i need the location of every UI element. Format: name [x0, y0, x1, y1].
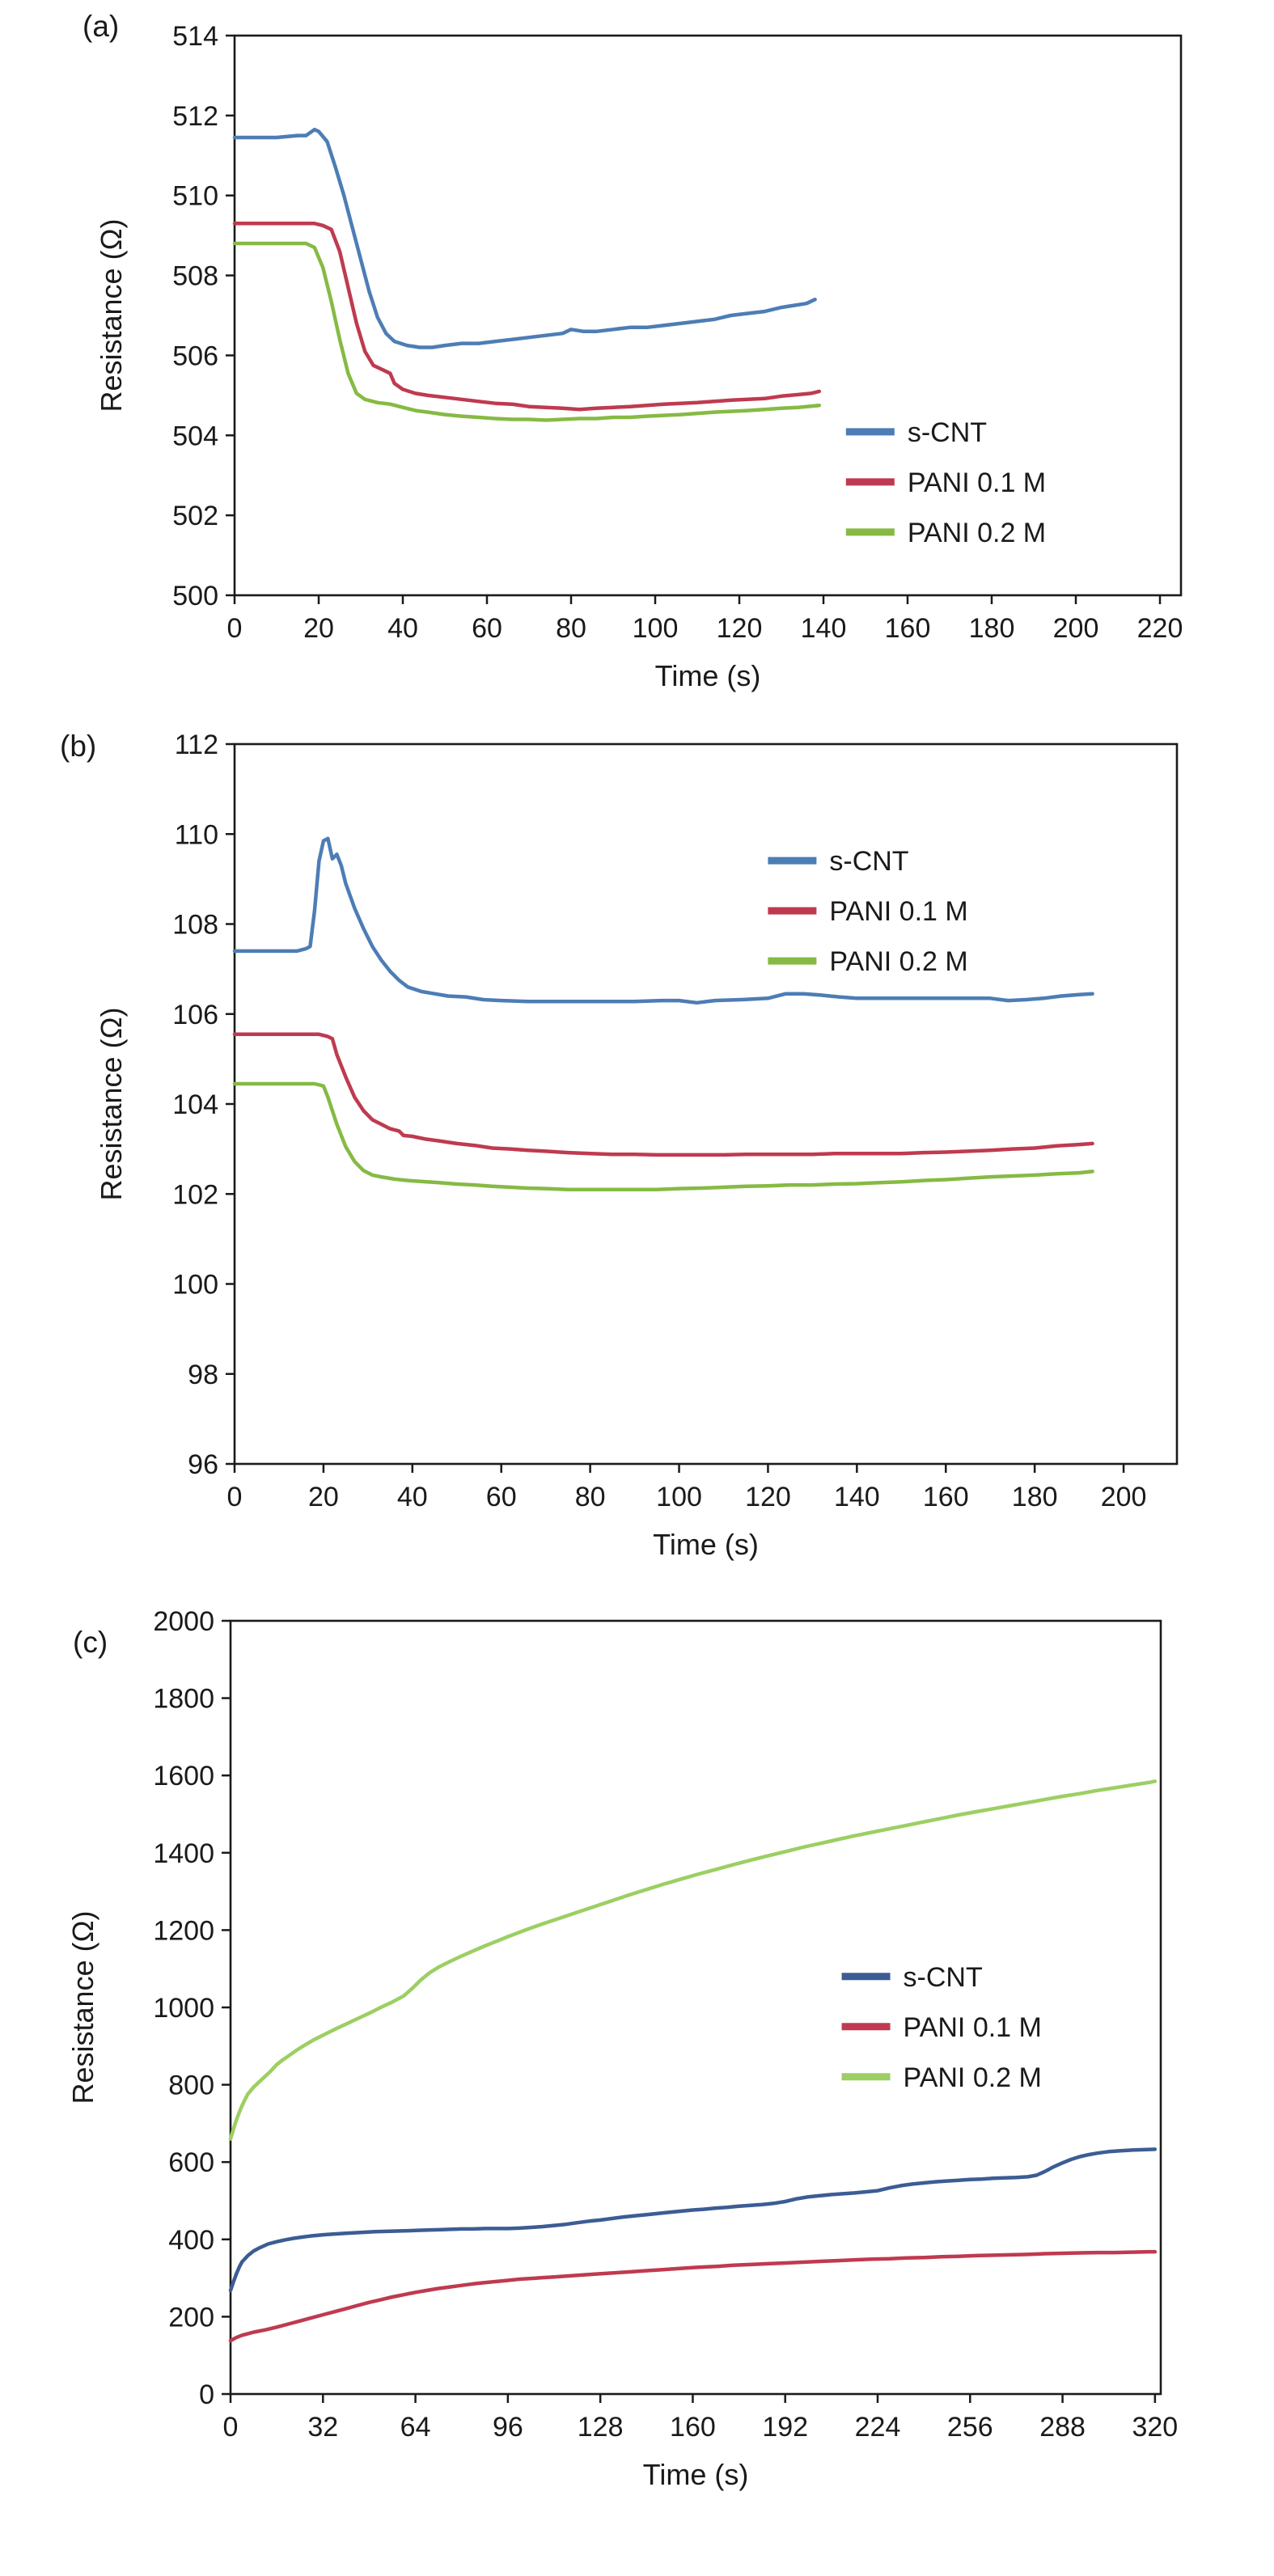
x-tick-label: 100 — [656, 1482, 702, 1512]
y-tick-label: 508 — [172, 261, 218, 292]
series-line-pani-0-2-m — [228, 1779, 1158, 2141]
y-axis-label: Resistance (Ω) — [66, 1911, 99, 2104]
panel-b-chart: 0 20 40 60 80 100 120 140 160 180 200 96 98 100 102 104… — [95, 730, 1179, 1561]
series-line-pani-0-1-m — [228, 2249, 1158, 2343]
x-tick-label: 60 — [486, 1482, 517, 1512]
y-tick-label: 108 — [172, 910, 218, 941]
series-line-s-cnt — [232, 836, 1094, 1005]
plot-border — [233, 742, 1179, 1466]
panel-a: (a) 0 20 40 60 80 100 120 140 160 180 200 220 500 502… — [0, 0, 1274, 712]
x-tick-label: 120 — [717, 613, 763, 644]
y-tick-label: 500 — [172, 581, 218, 611]
legend-label-s-cnt: s-CNT — [829, 846, 908, 877]
x-tick-label: 160 — [885, 613, 931, 644]
panel-c: (c) 0 32 64 96 128 160 192 224 256 288 320 0 200 400 6… — [0, 1585, 1274, 2576]
y-tick-label: 106 — [172, 1000, 218, 1030]
y-tick-label: 600 — [168, 2147, 214, 2178]
y-tick-label: 504 — [172, 421, 218, 451]
series-line-pani-0-1-m — [232, 1032, 1094, 1157]
y-tick-label: 502 — [172, 501, 218, 531]
x-tick-label: 220 — [1137, 613, 1183, 644]
panel-b: (b) 0 20 40 60 80 100 120 140 160 180 200 96 98 100 10… — [0, 712, 1274, 1585]
y-tick-label: 1400 — [153, 1838, 214, 1869]
y-tick-label: 100 — [172, 1270, 218, 1301]
y-tick-label: 400 — [168, 2225, 214, 2256]
y-tick-label: 1600 — [153, 1761, 214, 1791]
x-tick-label: 128 — [578, 2412, 624, 2443]
x-tick-label: 180 — [969, 613, 1015, 644]
y-tick-label: 98 — [188, 1360, 218, 1390]
legend-label-pani-0-2-m: PANI 0.2 M — [904, 2062, 1042, 2093]
legend-label-pani-0-1-m: PANI 0.1 M — [904, 2012, 1042, 2043]
legend-label-s-cnt: s-CNT — [908, 417, 987, 448]
panel-a-chart: 0 20 40 60 80 100 120 140 160 180 200 220 500 502 504 5… — [95, 21, 1183, 692]
y-tick-label: 800 — [168, 2071, 214, 2101]
plot-border — [229, 1619, 1162, 2396]
y-tick-label: 104 — [172, 1089, 218, 1120]
x-tick-label: 80 — [575, 1482, 606, 1512]
y-axis-label: Resistance (Ω) — [95, 1008, 128, 1201]
x-tick-label: 64 — [400, 2412, 431, 2443]
x-tick-label: 80 — [556, 613, 586, 644]
series-line-pani-0-2-m — [232, 241, 822, 422]
legend-label-pani-0-1-m: PANI 0.1 M — [829, 896, 967, 927]
legend-label-pani-0-2-m: PANI 0.2 M — [908, 518, 1046, 548]
x-tick-label: 0 — [223, 2412, 239, 2443]
series-line-pani-0-1-m — [232, 222, 822, 412]
y-axis-label: Resistance (Ω) — [95, 219, 128, 412]
x-tick-label: 320 — [1132, 2412, 1178, 2443]
x-tick-label: 140 — [834, 1482, 880, 1512]
legend-label-pani-0-1-m: PANI 0.1 M — [908, 467, 1046, 498]
y-tick-label: 1800 — [153, 1684, 214, 1715]
series-line-s-cnt — [228, 2147, 1158, 2293]
y-tick-label: 96 — [188, 1449, 218, 1480]
x-tick-label: 40 — [387, 613, 418, 644]
panel-c-letter: (c) — [73, 1626, 108, 1659]
y-tick-label: 2000 — [153, 1606, 214, 1637]
panel-b-letter: (b) — [60, 730, 97, 763]
x-axis-label: Time (s) — [655, 659, 761, 692]
series-line-s-cnt — [232, 127, 817, 349]
y-tick-label: 510 — [172, 181, 218, 212]
panel-c-chart: 0 32 64 96 128 160 192 224 256 288 320 0 200 400 600 80… — [66, 1606, 1178, 2491]
x-tick-label: 120 — [745, 1482, 791, 1512]
y-tick-label: 514 — [172, 21, 218, 52]
x-tick-label: 160 — [670, 2412, 716, 2443]
x-tick-label: 60 — [472, 613, 502, 644]
y-tick-label: 512 — [172, 101, 218, 132]
series-line-pani-0-2-m — [232, 1081, 1094, 1191]
plot-border — [233, 34, 1183, 597]
x-tick-label: 96 — [493, 2412, 523, 2443]
x-axis-label: Time (s) — [653, 1528, 759, 1561]
x-tick-label: 256 — [947, 2412, 993, 2443]
y-tick-label: 200 — [168, 2302, 214, 2333]
x-tick-label: 0 — [227, 1482, 243, 1512]
x-tick-label: 200 — [1053, 613, 1099, 644]
x-tick-label: 224 — [855, 2412, 901, 2443]
y-tick-label: 110 — [175, 819, 218, 850]
legend-label-pani-0-2-m: PANI 0.2 M — [829, 946, 967, 977]
y-tick-label: 506 — [172, 341, 218, 371]
y-tick-label: 1000 — [153, 1993, 214, 2024]
x-tick-label: 192 — [762, 2412, 808, 2443]
y-tick-label: 0 — [199, 2379, 214, 2410]
legend-label-s-cnt: s-CNT — [904, 1962, 983, 1993]
x-tick-label: 200 — [1101, 1482, 1147, 1512]
x-tick-label: 180 — [1012, 1482, 1058, 1512]
y-tick-label: 102 — [172, 1179, 218, 1210]
y-tick-label: 1200 — [153, 1915, 214, 1946]
x-tick-label: 100 — [633, 613, 679, 644]
x-tick-label: 160 — [923, 1482, 969, 1512]
x-tick-label: 40 — [397, 1482, 428, 1512]
x-tick-label: 20 — [308, 1482, 339, 1512]
x-tick-label: 288 — [1039, 2412, 1086, 2443]
x-tick-label: 140 — [801, 613, 847, 644]
x-tick-label: 0 — [227, 613, 243, 644]
x-axis-label: Time (s) — [643, 2458, 749, 2491]
x-tick-label: 32 — [307, 2412, 338, 2443]
panel-a-letter: (a) — [83, 10, 120, 43]
y-tick-label: 112 — [175, 730, 218, 760]
x-tick-label: 20 — [303, 613, 334, 644]
